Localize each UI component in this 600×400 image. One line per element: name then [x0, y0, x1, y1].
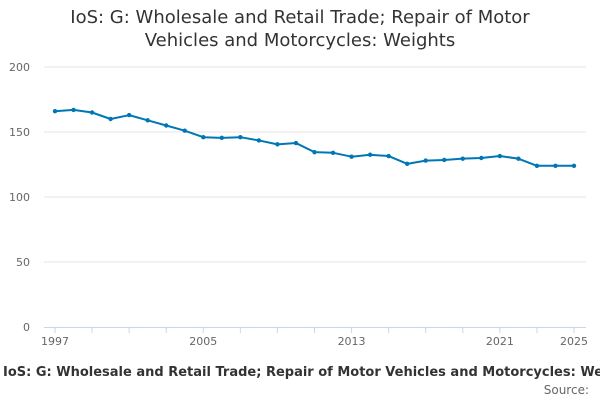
y-tick-label: 150 — [9, 126, 30, 139]
data-point — [164, 123, 169, 128]
data-point — [497, 153, 503, 159]
chart-title-line-1: IoS: G: Wholesale and Retail Trade; Repa… — [70, 7, 530, 28]
data-point — [182, 128, 187, 133]
data-point — [293, 140, 299, 146]
x-tick-label: 2025 — [560, 335, 588, 348]
x-tick-label: 1997 — [41, 335, 69, 348]
y-tick-label: 200 — [9, 61, 30, 74]
data-point — [238, 135, 243, 140]
legend-series-label: IoS: G: Wholesale and Retail Trade; Repa… — [3, 365, 600, 380]
data-point — [108, 116, 113, 122]
data-point — [367, 152, 373, 157]
data-point — [479, 155, 484, 161]
data-point — [312, 149, 317, 155]
data-point — [516, 156, 521, 161]
data-point — [219, 135, 225, 141]
data-point — [460, 156, 465, 161]
y-tick-label: 0 — [23, 321, 30, 334]
data-point — [404, 161, 410, 167]
chart-title-line-2: Vehicles and Motorcycles: Weights — [144, 30, 456, 51]
axes: 0 50 100 150 200 1997 2005 2013 2021 2025 — [9, 61, 588, 348]
data-point — [553, 163, 558, 168]
data-point — [330, 150, 336, 155]
data-point — [423, 158, 428, 163]
data-point — [71, 107, 76, 113]
data-point — [275, 142, 280, 147]
data-point — [349, 154, 354, 159]
data-point — [52, 109, 58, 114]
data-point — [126, 112, 132, 118]
source-label: Source: — [543, 383, 589, 397]
data-point — [571, 163, 577, 168]
series — [52, 107, 577, 168]
data-point — [534, 163, 540, 168]
data-point — [442, 157, 447, 163]
y-tick-label: 50 — [16, 256, 30, 269]
chart-title: IoS: G: Wholesale and Retail Trade; Repa… — [0, 6, 600, 52]
data-point — [256, 138, 262, 143]
y-tick-label: 100 — [9, 191, 30, 204]
x-tick-label: 2021 — [486, 335, 514, 348]
x-tick-label: 2005 — [189, 335, 217, 348]
data-point — [386, 153, 391, 159]
series-line — [54, 108, 575, 167]
x-tick-label: 2013 — [338, 335, 366, 348]
data-point — [89, 110, 95, 115]
data-point — [145, 118, 150, 123]
data-point — [201, 135, 206, 140]
gridlines — [44, 66, 586, 263]
